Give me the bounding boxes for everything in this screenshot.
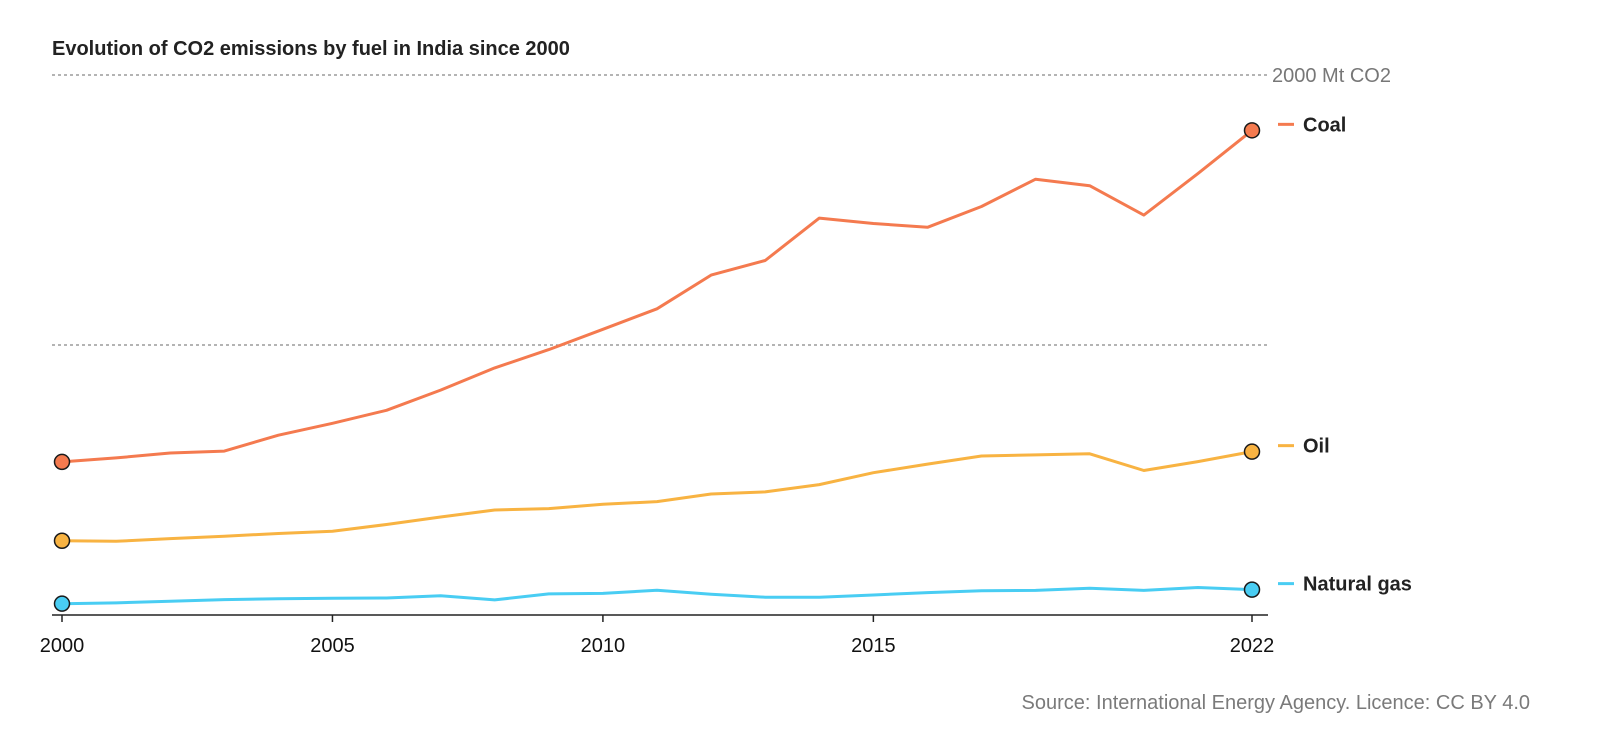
end-point-coal xyxy=(1243,122,1261,139)
x-tick-label: 2015 xyxy=(851,635,896,657)
start-point-oil xyxy=(53,532,71,549)
series-line-coal xyxy=(60,128,1254,464)
series-lines xyxy=(53,122,1261,612)
x-axis: 2000 2005 2010 2015 2022 xyxy=(40,614,1275,657)
end-point-oil xyxy=(1243,443,1261,460)
series-line-oil xyxy=(60,450,1254,543)
legend-label-natural-gas: Natural gas xyxy=(1303,574,1412,596)
legend-label-coal: Coal xyxy=(1303,114,1346,136)
start-point-coal xyxy=(53,453,71,471)
x-tick-label: 2022 xyxy=(1230,635,1275,657)
x-tick-label: 2010 xyxy=(581,635,626,657)
legend-label-oil: Oil xyxy=(1303,436,1330,458)
gridline-label: 2000 Mt CO2 xyxy=(1272,65,1391,87)
legend: Coal Oil Natural gas xyxy=(1278,114,1412,596)
source-note: Source: International Energy Agency. Lic… xyxy=(1021,692,1530,714)
chart-title: Evolution of CO2 emissions by fuel in In… xyxy=(52,38,570,60)
gridlines: 2000 Mt CO2 xyxy=(52,65,1391,346)
x-tick-label: 2000 xyxy=(40,635,85,657)
series-line-natural-gas xyxy=(60,586,1254,606)
x-tick-label: 2005 xyxy=(310,635,355,657)
start-point-natural-gas xyxy=(53,595,71,612)
end-point-natural-gas xyxy=(1243,581,1261,598)
